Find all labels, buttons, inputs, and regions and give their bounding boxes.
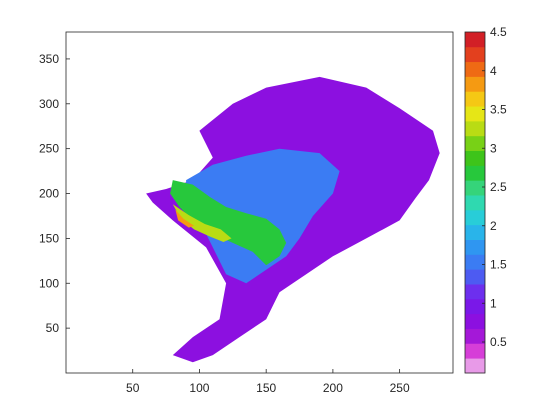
y-tick-label-6: 350 <box>39 52 59 66</box>
colorbar: 0.5 1 1.5 2 2.5 3 3.5 4 4.5 <box>464 25 507 374</box>
colorbar-segment-18 <box>465 91 485 107</box>
colorbar-segment-19 <box>465 76 485 92</box>
colorbar-segment-12 <box>465 180 485 196</box>
colorbar-segment-21 <box>465 46 485 63</box>
colorbar-segment-17 <box>465 106 485 122</box>
colorbar-segment-2 <box>465 328 485 344</box>
x-tick-label-2: 150 <box>256 381 276 395</box>
colorbar-segment-3 <box>465 313 485 329</box>
x-tick-label-4: 250 <box>390 381 410 395</box>
colorbar-segment-9 <box>465 224 485 240</box>
x-tick-label-0: 50 <box>126 381 140 395</box>
y-tick-label-3: 200 <box>39 187 59 201</box>
colorbar-segment-15 <box>465 135 485 152</box>
heatmap-region-3 <box>172 204 232 242</box>
colorbar-segment-8 <box>465 239 485 255</box>
y-tick-label-1: 100 <box>39 276 59 290</box>
x-tick-label-3: 200 <box>323 381 343 395</box>
y-tick-label-4: 250 <box>39 142 59 156</box>
y-axis: 50 100 150 200 250 300 350 <box>39 52 70 335</box>
colorbar-segment-6 <box>465 269 485 285</box>
colorbar-segment-13 <box>465 165 485 181</box>
colorbar-tick-label-2: 1.5 <box>490 258 507 272</box>
y-tick-label-0: 50 <box>46 321 60 335</box>
heatmap-regions <box>146 76 440 363</box>
colorbar-segment-14 <box>465 150 485 166</box>
colorbar-tick-label-6: 3.5 <box>490 103 507 117</box>
colorbar-segment-22 <box>465 32 485 48</box>
x-axis: 50 100 150 200 250 <box>126 369 410 395</box>
colorbar-segment-7 <box>465 254 485 270</box>
colorbar-segment-16 <box>465 120 485 137</box>
colorbar-tick-label-5: 3 <box>490 141 497 155</box>
colorbar-tick-label-1: 1 <box>490 296 497 310</box>
colorbar-segment-10 <box>465 209 485 226</box>
colorbar-tick-label-7: 4 <box>490 64 497 78</box>
colorbar-segment-5 <box>465 284 485 300</box>
x-tick-label-1: 100 <box>189 381 209 395</box>
colorbar-segment-4 <box>465 298 485 315</box>
plot-frame <box>65 31 454 374</box>
colorbar-segment-11 <box>465 195 485 211</box>
colorbar-tick-label-0: 0.5 <box>490 335 507 349</box>
colorbar-tick-label-4: 2.5 <box>490 180 507 194</box>
heatmap-region-4 <box>175 209 195 228</box>
colorbar-tick-label-3: 2 <box>490 219 497 233</box>
y-tick-label-2: 150 <box>39 231 59 245</box>
heatmap-region-1 <box>186 148 340 284</box>
colorbar-segment-0 <box>465 358 485 374</box>
heatmap-region-2 <box>170 180 287 266</box>
colorbar-frame <box>464 31 486 374</box>
y-tick-label-5: 300 <box>39 97 59 111</box>
colorbar-segment-20 <box>465 61 485 77</box>
colorbar-segment-1 <box>465 343 485 359</box>
colorbar-tick-label-8: 4.5 <box>490 25 507 39</box>
